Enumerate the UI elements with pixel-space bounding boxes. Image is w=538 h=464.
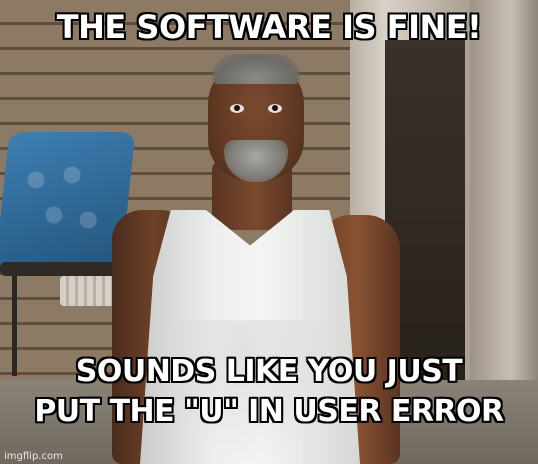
tank-shading bbox=[170, 320, 330, 464]
bottom-caption-line1: SOUNDS LIKE YOU JUST bbox=[75, 354, 463, 389]
left-eye bbox=[230, 104, 244, 113]
tank-top bbox=[140, 210, 360, 464]
bottom-caption: SOUNDS LIKE YOU JUST PUT THE "U" IN USER… bbox=[0, 352, 538, 432]
hair bbox=[212, 54, 300, 84]
bottom-caption-line2: PUT THE "U" IN USER ERROR bbox=[34, 394, 504, 429]
chair-leg bbox=[12, 276, 17, 376]
person bbox=[100, 40, 410, 464]
watermark: imgflip.com bbox=[4, 451, 63, 462]
chair-arm bbox=[0, 262, 132, 276]
top-caption: THE SOFTWARE IS FINE! bbox=[56, 8, 482, 46]
right-eye bbox=[268, 104, 282, 113]
chair-pattern bbox=[18, 150, 108, 250]
